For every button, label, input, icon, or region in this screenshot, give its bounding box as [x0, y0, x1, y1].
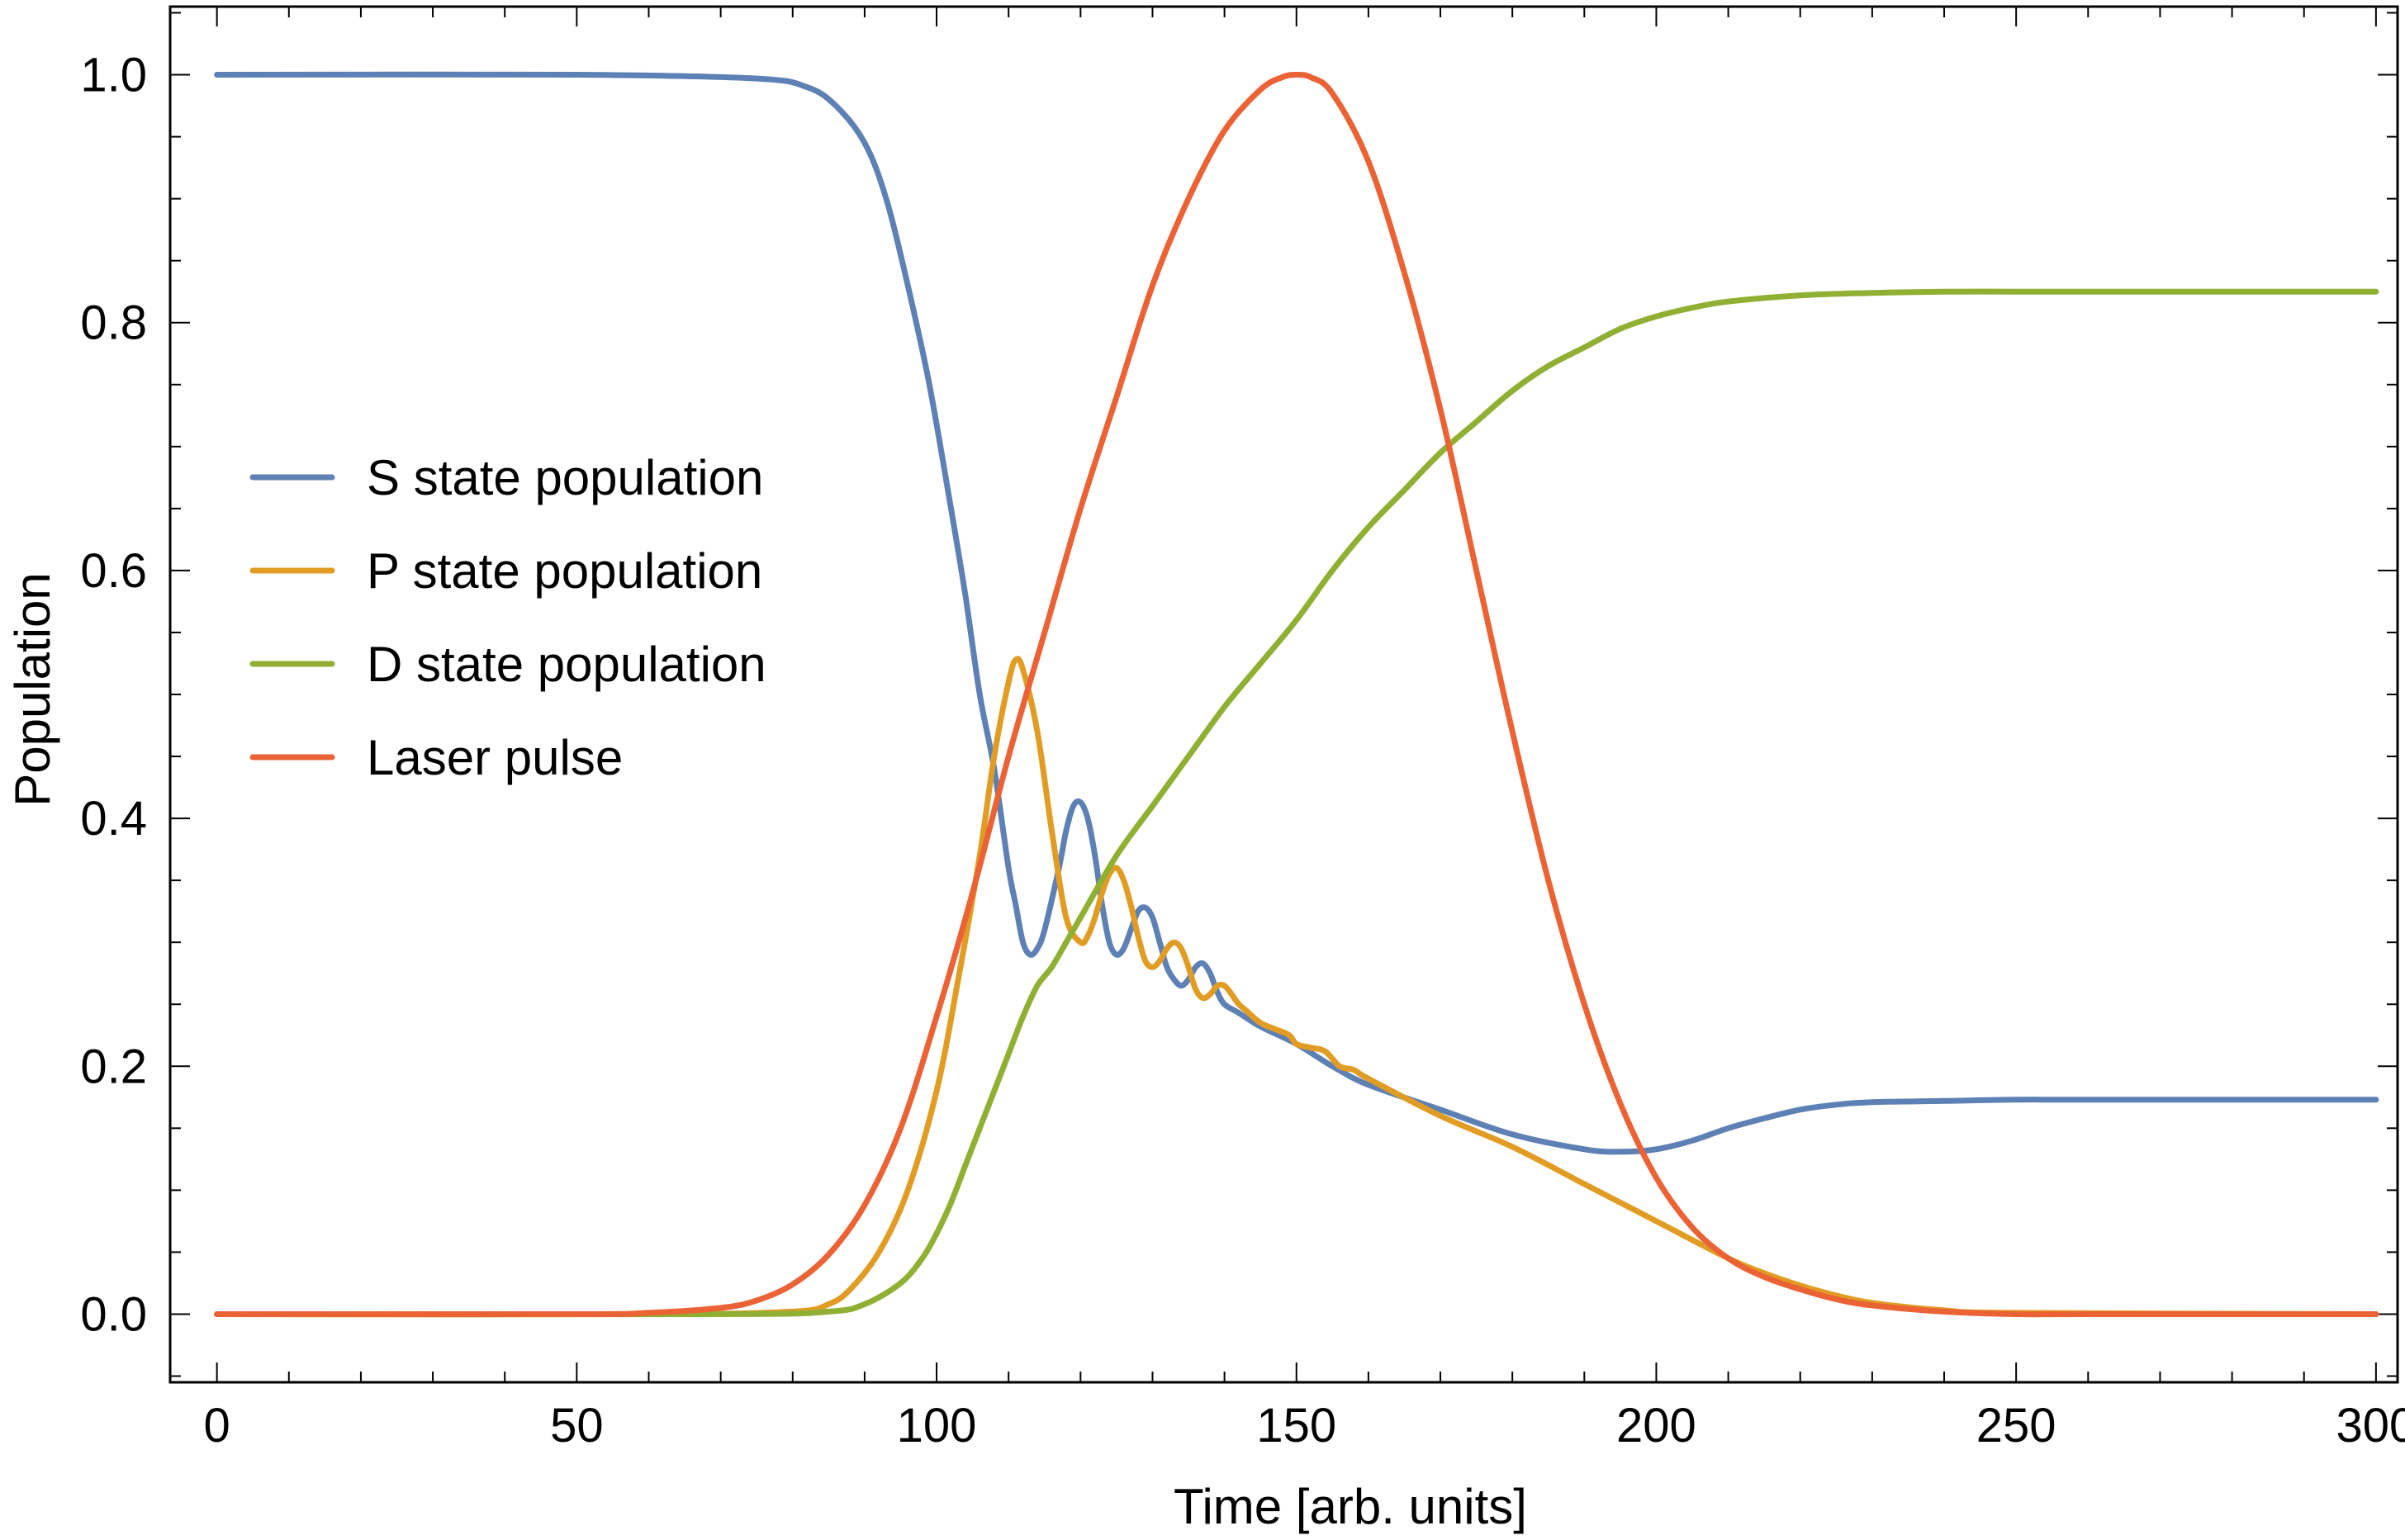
x-axis-label: Time [arb. units]	[1174, 1479, 1527, 1534]
legend-item-p-state: P state population	[249, 543, 762, 599]
x-tick-label: 200	[1616, 1399, 1696, 1452]
x-tick-label: 300	[2336, 1399, 2405, 1452]
x-tick-label: 100	[897, 1399, 977, 1452]
x-tick-label: 0	[204, 1399, 230, 1452]
y-tick-label: 0.6	[80, 544, 147, 598]
legend-label: Laser pulse	[367, 730, 623, 785]
x-axis-ticks: 0 50 100 150 200 250 300	[204, 7, 2405, 1452]
y-tick-label: 0.8	[80, 296, 147, 350]
x-tick-label: 250	[1976, 1399, 2056, 1452]
x-tick-label: 150	[1256, 1399, 1336, 1452]
y-tick-label: 1.0	[80, 49, 147, 102]
s-state-series-line	[214, 71, 2379, 1155]
y-tick-label: 0.4	[80, 792, 147, 846]
x-tick-label: 50	[550, 1399, 604, 1452]
plot-frame-group	[168, 5, 2399, 1384]
legend-item-d-state: D state population	[249, 637, 766, 692]
y-axis-ticks: 0.0 0.2 0.4 0.6 0.8 1.0	[80, 12, 2398, 1377]
legend-item-s-state: S state population	[249, 450, 763, 505]
y-tick-label: 0.2	[80, 1040, 147, 1093]
d-state-series-line	[214, 288, 2379, 1318]
laser-pulse-series-line	[214, 71, 2379, 1318]
p-state-series-line	[214, 656, 2379, 1318]
legend-item-laser-pulse: Laser pulse	[249, 730, 623, 785]
legend: S state population P state population D st…	[249, 450, 766, 785]
legend-label: D state population	[367, 637, 766, 692]
plot-frame	[168, 5, 2399, 1384]
y-tick-label: 0.0	[80, 1287, 147, 1341]
y-axis-label: Population	[5, 572, 60, 807]
legend-label: S state population	[367, 450, 763, 505]
series-layer	[214, 71, 2379, 1318]
legend-label: P state population	[367, 543, 762, 599]
